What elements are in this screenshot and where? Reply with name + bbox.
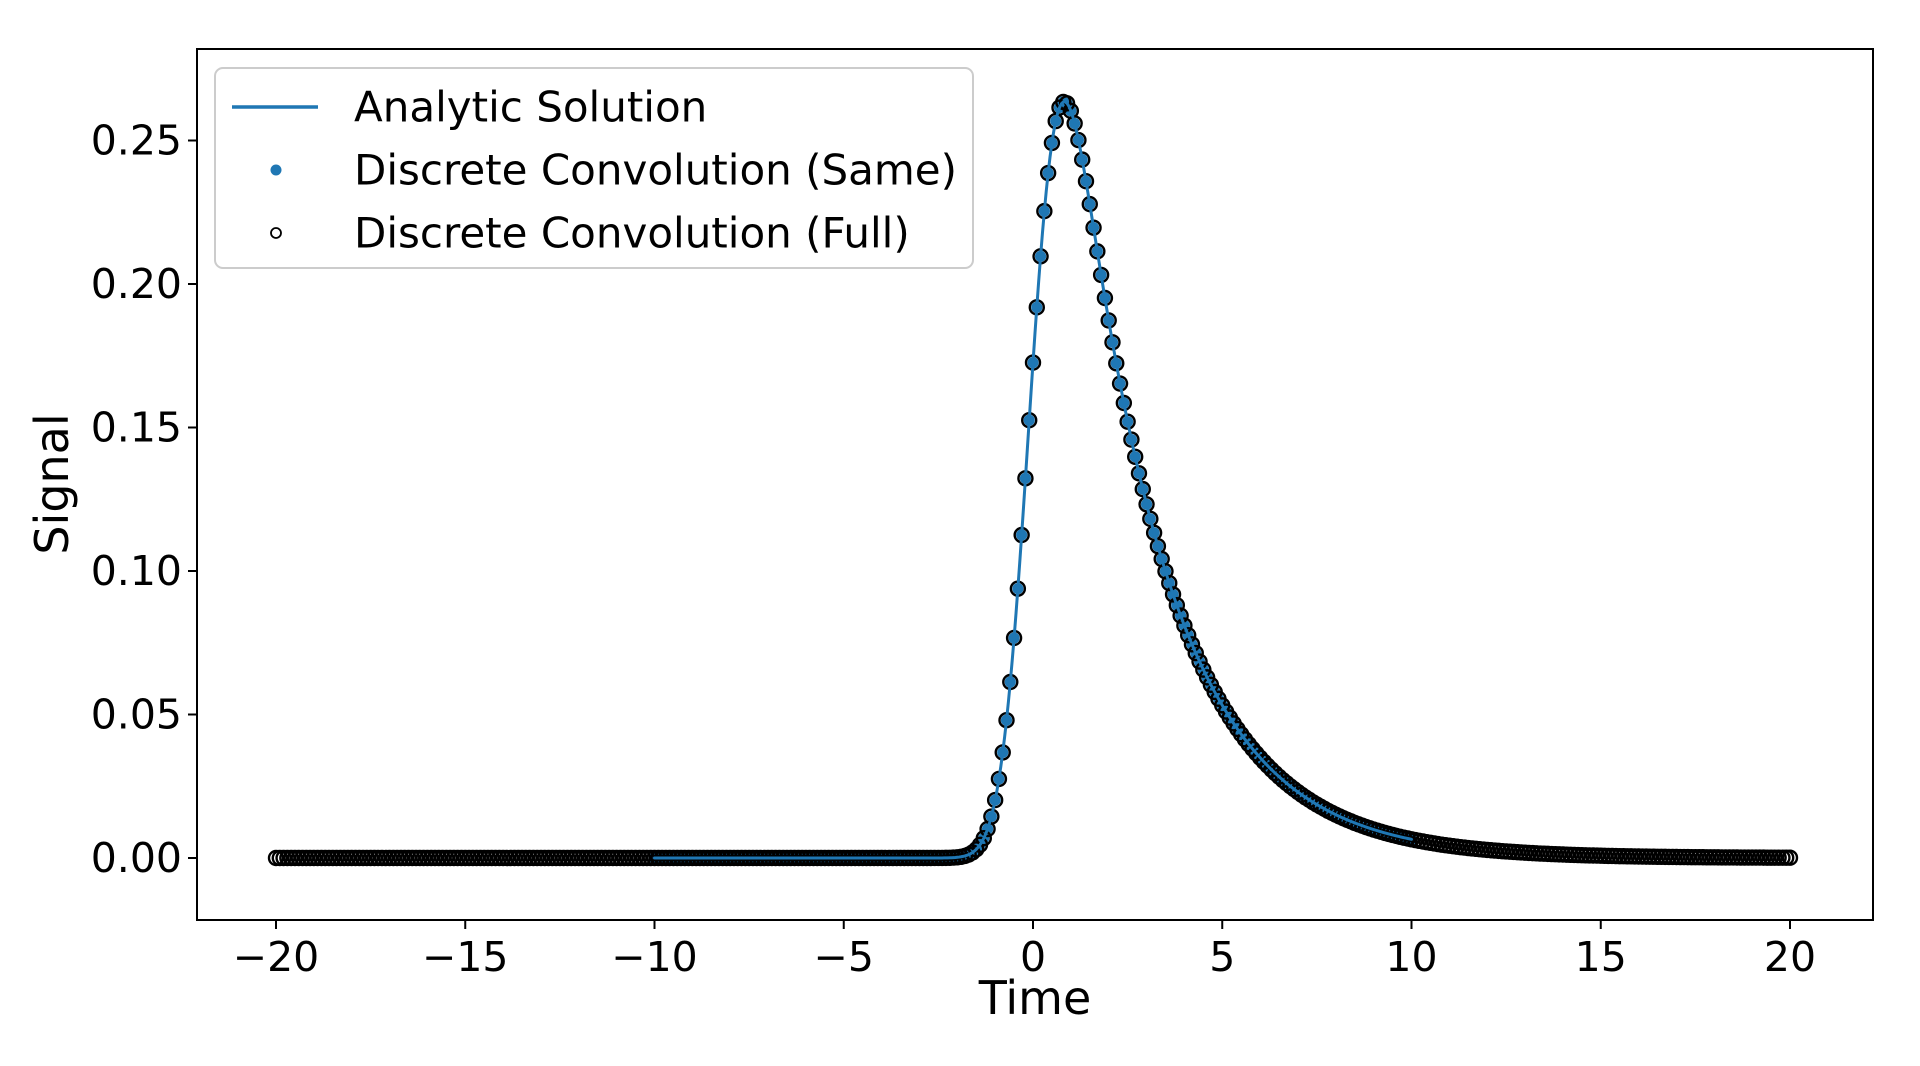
- legend-box: [214, 67, 974, 269]
- data-point-full: [1172, 607, 1189, 624]
- data-point-full: [1781, 849, 1799, 866]
- data-point-full: [968, 841, 985, 858]
- x-tick-label: 20: [1764, 933, 1816, 981]
- data-point-full: [1187, 644, 1204, 662]
- data-point-full: [1164, 586, 1182, 603]
- data-point-full: [1066, 115, 1083, 132]
- x-tick-label: 10: [1385, 933, 1437, 981]
- data-point-full: [975, 829, 992, 847]
- y-tick-label: 0.10: [91, 547, 182, 595]
- y-tick-label: 0.00: [91, 834, 182, 882]
- legend-label-same: Discrete Convolution (Same): [354, 146, 957, 195]
- legend-label-full: Discrete Convolution (Full): [354, 209, 910, 258]
- y-tick-label: 0.15: [91, 404, 182, 452]
- x-tick-label: 5: [1209, 933, 1235, 981]
- y-axis-ticks: 0.00 0.05 0.10 0.15 0.20 0.25: [91, 117, 197, 882]
- y-tick-label: 0.20: [91, 260, 182, 308]
- data-point-full: [1191, 653, 1208, 670]
- y-tick-label: 0.25: [91, 117, 182, 165]
- x-axis-ticks: −20 −15 −10 −5 0 5 10 15 20: [233, 920, 1816, 981]
- data-point-full: [1195, 661, 1212, 678]
- x-tick-label: 0: [1020, 933, 1046, 981]
- data-point-full: [1176, 617, 1193, 634]
- series-analytic-line: [653, 100, 1413, 860]
- x-axis-label: Time: [978, 971, 1092, 1025]
- x-tick-label: −10: [611, 933, 698, 981]
- x-tick-label: −15: [422, 933, 509, 981]
- data-point-full: [1138, 496, 1155, 513]
- x-tick-label: −5: [814, 933, 874, 981]
- y-tick-label: 0.05: [91, 691, 182, 739]
- legend-filled-dot-icon: [270, 164, 282, 176]
- x-tick-label: 15: [1575, 933, 1627, 981]
- legend: Analytic Solution Discrete Convolution (…: [214, 67, 974, 269]
- data-point-full: [1126, 448, 1144, 465]
- x-tick-label: −20: [233, 933, 320, 981]
- legend-label-analytic: Analytic Solution: [354, 83, 707, 132]
- y-axis-label: Signal: [25, 413, 79, 554]
- data-point-full: [1183, 636, 1201, 653]
- legend-open-circle-icon: [270, 227, 282, 239]
- plot-frame: [196, 48, 1874, 921]
- data-point-full: [1161, 574, 1178, 592]
- data-point-full: [1168, 597, 1186, 614]
- data-point-full: [1134, 480, 1151, 498]
- data-point-full: [1179, 626, 1197, 644]
- data-point-full: [983, 808, 1000, 825]
- data-point-full: [1130, 465, 1148, 482]
